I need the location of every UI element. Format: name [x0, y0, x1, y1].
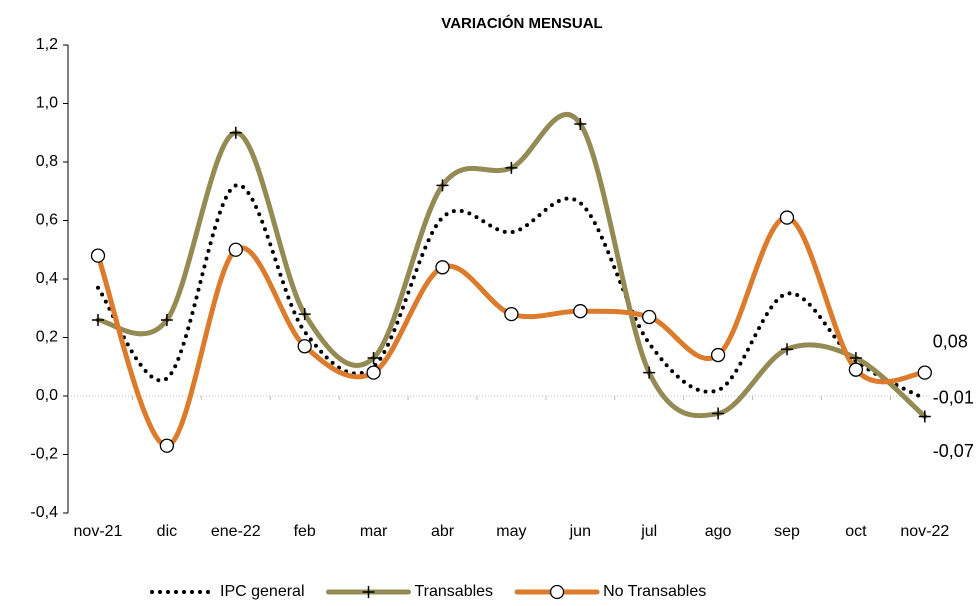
- series-line: [95, 112, 928, 419]
- plus-marker: [229, 126, 242, 139]
- y-tick-label: 0,4: [36, 270, 58, 287]
- x-tick-label: abr: [431, 523, 455, 540]
- circle-marker: [710, 347, 726, 363]
- circle-marker: [573, 304, 588, 319]
- x-tick-label: ene-22: [211, 523, 261, 540]
- circle-marker: [848, 362, 864, 377]
- series-line: [96, 183, 927, 401]
- x-tick-label: dic: [157, 523, 177, 540]
- plus-marker: [92, 313, 104, 326]
- value-label: -0,07: [933, 441, 974, 461]
- y-tick-label: 0,0: [36, 387, 58, 404]
- value-label: 0,08: [933, 331, 968, 351]
- plus-marker: [712, 407, 725, 420]
- plus-marker: [643, 366, 656, 379]
- y-tick-label: -0,2: [30, 446, 58, 463]
- y-tick-label: 0,8: [36, 153, 58, 170]
- circle-marker: [90, 248, 106, 263]
- circle-marker: [297, 339, 312, 354]
- circle-marker: [917, 365, 932, 380]
- y-tick-label: 0,2: [36, 329, 58, 346]
- x-tick-label: feb: [294, 523, 316, 540]
- chart-title: VARIACIÓN MENSUAL: [441, 14, 602, 32]
- x-tick-label: may: [496, 523, 526, 540]
- plus-marker: [849, 351, 862, 364]
- circle-marker: [779, 210, 795, 225]
- y-tick-label: 1,0: [36, 95, 58, 112]
- x-tick-label: oct: [845, 523, 867, 540]
- circle-marker: [642, 309, 657, 325]
- circle-marker: [159, 438, 175, 453]
- y-tick-label: -0,4: [30, 504, 58, 521]
- plus-marker: [781, 343, 793, 356]
- plus-marker: [367, 351, 380, 364]
- y-tick-label: 1,2: [36, 36, 58, 53]
- circle-marker: [366, 365, 381, 380]
- plus-marker: [505, 161, 518, 174]
- plus-marker: [574, 117, 587, 130]
- x-tick-label: jun: [569, 523, 591, 540]
- legend-label: No Transables: [603, 583, 706, 600]
- circle-marker: [435, 260, 450, 275]
- x-tick-label: nov-22: [900, 523, 949, 540]
- x-tick-label: mar: [360, 523, 388, 540]
- value-label: -0,01: [933, 388, 974, 408]
- circle-marker: [549, 584, 565, 600]
- plus-marker: [160, 313, 173, 326]
- x-tick-label: nov-21: [74, 523, 123, 540]
- y-tick-label: 0,6: [36, 212, 58, 229]
- plus-marker: [436, 179, 449, 192]
- legend-label: IPC general: [220, 583, 305, 600]
- x-tick-label: ago: [705, 523, 732, 540]
- plus-marker: [918, 410, 931, 423]
- x-tick-label: sep: [774, 523, 800, 540]
- circle-marker: [228, 242, 243, 257]
- circle-marker: [504, 306, 519, 322]
- x-tick-label: jul: [640, 523, 657, 540]
- series-line: [95, 215, 928, 449]
- plus-marker: [298, 308, 311, 321]
- plus-marker: [362, 586, 375, 598]
- legend-label: Transables: [415, 583, 494, 600]
